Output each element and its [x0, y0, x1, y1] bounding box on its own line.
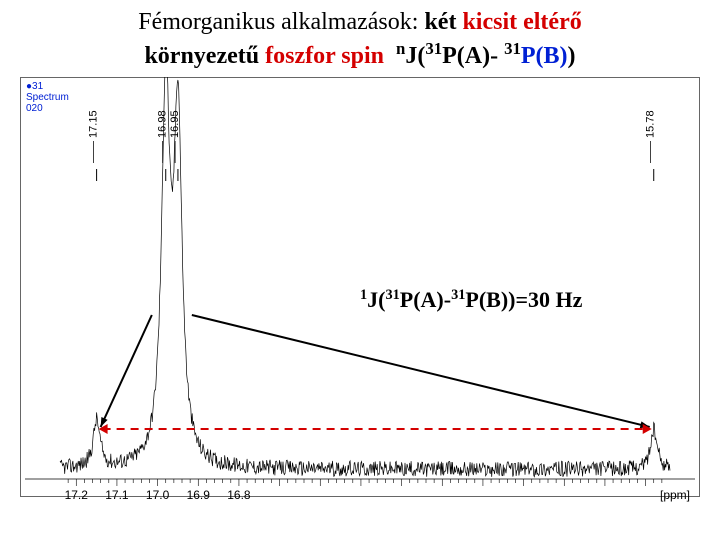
title-close: ): [568, 43, 576, 69]
title-PA: P(A)-: [442, 43, 504, 69]
x-tick-label: 16.8: [227, 488, 251, 502]
title-bold2: környezetű: [144, 43, 265, 69]
chart-meta-line: 020: [26, 103, 43, 114]
x-axis-unit: [ppm]: [660, 488, 690, 502]
sup-31b: 31: [504, 39, 521, 58]
title-bold1: két: [424, 9, 462, 35]
x-tick-label: 16.9: [187, 488, 211, 502]
sup-n: n: [396, 39, 405, 58]
peak-label: —— 15.78: [645, 110, 657, 163]
coupling-annotation: 1J(31P(A)-31P(B))=30 Hz: [360, 287, 583, 312]
spectrum-trace: [60, 77, 670, 477]
x-tick-label: 17.2: [65, 488, 89, 502]
nmr-spectrum-chart: ●31Spectrum020 —— 17.15 —— 16.98—— 16.95 ——…: [20, 77, 700, 517]
page-title: Fémorganikus alkalmazások: két kicsit el…: [0, 0, 720, 73]
title-red2: foszfor spin: [265, 43, 384, 69]
x-tick-label: 17.0: [146, 488, 170, 502]
title-J: J(: [405, 43, 425, 69]
chart-meta-line: Spectrum: [26, 92, 69, 103]
title-prefix: Fémorganikus alkalmazások:: [138, 9, 424, 35]
peak-label: —— 17.15: [88, 110, 100, 163]
title-red1: kicsit eltérő: [462, 9, 581, 35]
chart-meta-line: ●31: [26, 81, 44, 92]
title-PB: P(B): [521, 43, 568, 69]
peak-label: —— 16.98: [157, 110, 169, 163]
peak-label: —— 16.95: [169, 110, 181, 163]
sup-31a: 31: [425, 39, 442, 58]
x-tick-label: 17.1: [105, 488, 129, 502]
